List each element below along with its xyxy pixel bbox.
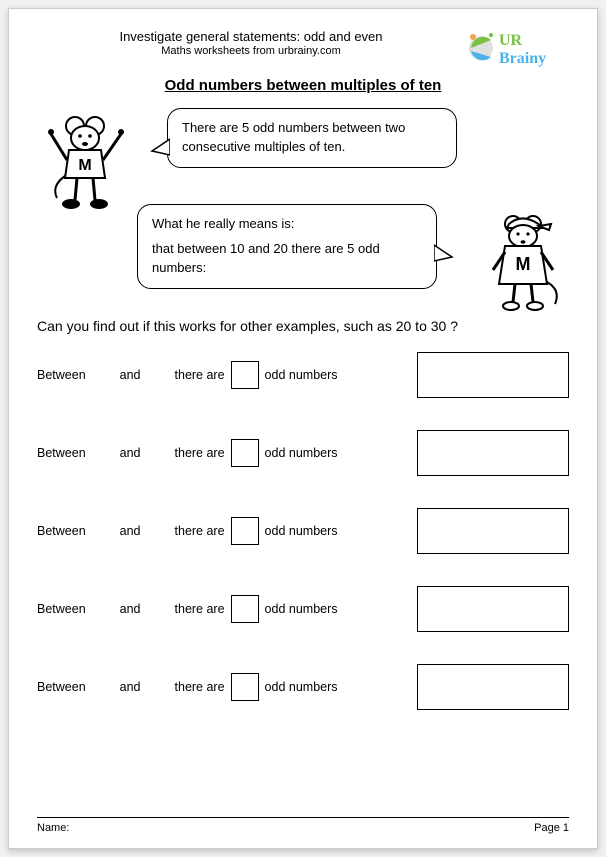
question-text: Can you find out if this works for other… [37, 318, 569, 334]
count-input-box[interactable] [231, 517, 259, 545]
count-input-box[interactable] [231, 673, 259, 701]
label-and: and [120, 680, 141, 694]
label-there-are: there are [175, 680, 225, 694]
count-input-box[interactable] [231, 595, 259, 623]
header: Investigate general statements: odd and … [37, 27, 569, 69]
header-titles: Investigate general statements: odd and … [37, 27, 465, 57]
label-and: and [120, 446, 141, 460]
answer-box[interactable] [417, 586, 569, 632]
speech-bubble-1: There are 5 odd numbers between two cons… [167, 108, 457, 168]
name-label: Name: [37, 822, 69, 834]
answer-row: Between and there are odd numbers [37, 430, 569, 476]
answer-box[interactable] [417, 508, 569, 554]
title-line1: Investigate general statements: odd and … [37, 29, 465, 44]
label-there-are: there are [175, 368, 225, 382]
bubbles-area: M There are 5 odd numbers between two co… [37, 104, 569, 314]
bubble2-line1: What he really means is: [152, 215, 422, 234]
page-label: Page 1 [534, 822, 569, 834]
label-and: and [120, 602, 141, 616]
label-between: Between [37, 446, 86, 460]
answer-box[interactable] [417, 664, 569, 710]
logo: UR Brainy [465, 27, 575, 69]
label-odd-numbers: odd numbers [265, 524, 338, 538]
bubble2-tail-icon [434, 243, 454, 263]
answer-row: Between and there are odd numbers [37, 586, 569, 632]
logo-ur-text: UR [499, 32, 523, 49]
label-between: Between [37, 680, 86, 694]
label-odd-numbers: odd numbers [265, 446, 338, 460]
mouse-right-icon: M [485, 214, 563, 312]
label-and: and [120, 524, 141, 538]
count-input-box[interactable] [231, 439, 259, 467]
label-and: and [120, 368, 141, 382]
answer-row: Between and there are odd numbers [37, 508, 569, 554]
label-there-are: there are [175, 524, 225, 538]
count-input-box[interactable] [231, 361, 259, 389]
bubble1-tail-icon [150, 137, 170, 157]
label-between: Between [37, 524, 86, 538]
bubble1-text: There are 5 odd numbers between two cons… [182, 120, 405, 154]
label-between: Between [37, 368, 86, 382]
mouse-shirt-letter: M [78, 157, 91, 174]
footer: Name: Page 1 [37, 817, 569, 834]
label-there-are: there are [175, 446, 225, 460]
label-odd-numbers: odd numbers [265, 368, 338, 382]
label-odd-numbers: odd numbers [265, 602, 338, 616]
answer-box[interactable] [417, 430, 569, 476]
mouse-shirt-letter-2: M [516, 254, 531, 274]
answer-rows: Between and there are odd numbers Betwee… [37, 352, 569, 710]
title-line2: Maths worksheets from urbrainy.com [37, 45, 465, 57]
bubble2-line2: that between 10 and 20 there are 5 odd n… [152, 240, 422, 278]
label-between: Between [37, 602, 86, 616]
speech-bubble-2: What he really means is: that between 10… [137, 204, 437, 289]
worksheet-page: Investigate general statements: odd and … [8, 8, 598, 849]
label-odd-numbers: odd numbers [265, 680, 338, 694]
mouse-left-icon: M [47, 114, 127, 214]
answer-row: Between and there are odd numbers [37, 664, 569, 710]
answer-box[interactable] [417, 352, 569, 398]
answer-row: Between and there are odd numbers [37, 352, 569, 398]
subtitle: Odd numbers between multiples of ten [37, 77, 569, 94]
logo-brainy-text: Brainy [499, 50, 546, 67]
label-there-are: there are [175, 602, 225, 616]
